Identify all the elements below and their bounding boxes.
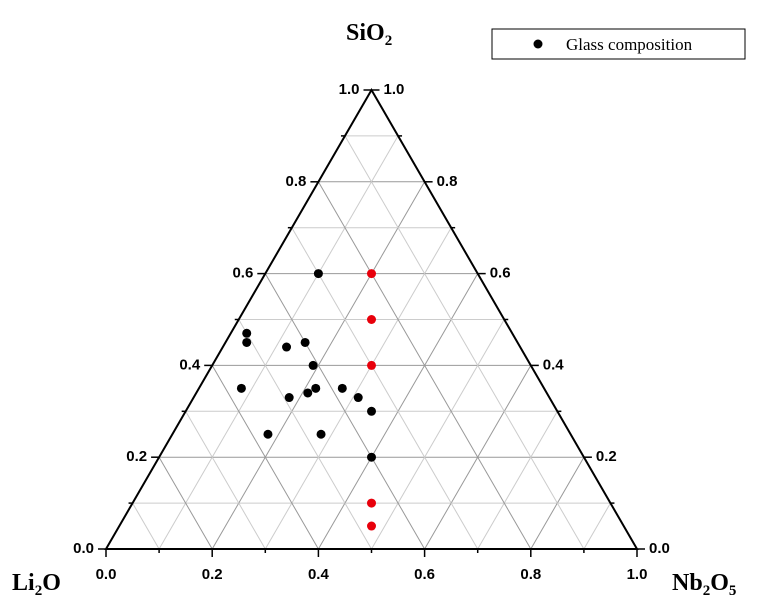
data-point <box>282 342 292 352</box>
grid-line <box>185 411 266 550</box>
tick-labels: 0.00.0 0.00.20.2 0.20.40.4 0.40.60.6 0.60.80… <box>73 81 670 583</box>
data-point <box>303 388 313 398</box>
tick-label-left: 0.0 <box>73 540 94 557</box>
vertex-label-right: Nb2O5 <box>672 570 736 599</box>
tick-label-bottom: 0.0 <box>96 566 117 583</box>
data-point <box>263 429 273 439</box>
grid-line <box>158 456 213 550</box>
tick-label-left: 0.6 <box>232 265 253 282</box>
grid-line <box>264 273 426 550</box>
data-point <box>367 315 376 324</box>
grid-line <box>317 181 532 550</box>
tick-label-left: 0.2 <box>126 448 147 465</box>
data-point <box>242 328 252 338</box>
data-point <box>236 383 246 393</box>
tick-label-bottom: 0.8 <box>520 566 541 583</box>
tick-label-bottom: 0.4 <box>308 566 330 583</box>
grid-line <box>344 135 585 550</box>
vertex-label-left: Li2O <box>12 570 61 599</box>
tick-label-bottom: 1.0 <box>627 566 648 583</box>
data-point <box>367 406 376 416</box>
tick-label-right: 0.0 <box>649 540 670 557</box>
tick-label-bottom: 0.6 <box>414 566 435 583</box>
grid-line <box>158 135 399 550</box>
legend-marker <box>533 39 543 49</box>
data-point <box>311 383 321 393</box>
data-point <box>353 393 363 403</box>
tick-marks <box>98 89 645 557</box>
tick-label-right: 1.0 <box>384 81 405 98</box>
legend-label: Glass composition <box>566 35 693 54</box>
legend: Glass composition <box>491 28 746 60</box>
tick-label-right: 0.2 <box>596 448 617 465</box>
data-point <box>284 393 294 403</box>
tick-label-left: 0.4 <box>179 356 201 373</box>
tick-label-bottom: 0.2 <box>202 566 223 583</box>
data-point <box>367 521 376 531</box>
data-point <box>367 360 376 370</box>
data-point <box>367 269 376 279</box>
data-point <box>337 383 347 393</box>
grid-line <box>264 227 452 550</box>
tick-label-right: 0.6 <box>490 265 511 282</box>
data-point <box>242 337 252 347</box>
tick-label-right: 0.4 <box>543 356 565 373</box>
data-point <box>367 452 376 462</box>
grid-line <box>291 227 479 550</box>
grid-line <box>583 502 611 550</box>
data-point <box>367 498 376 508</box>
data-point <box>300 337 310 347</box>
grid-line <box>371 319 505 550</box>
data-point <box>313 269 323 279</box>
grid-line <box>132 502 160 550</box>
grid-line <box>238 319 372 550</box>
tick-label-right: 0.8 <box>437 173 458 190</box>
grid-line <box>477 411 558 550</box>
data-points <box>236 269 376 531</box>
grid-lines <box>132 135 611 550</box>
vertex-label-top: SiO2 <box>346 20 392 49</box>
data-point <box>316 429 326 439</box>
data-point <box>308 360 318 370</box>
grid-line <box>211 365 319 550</box>
tick-label-left: 0.8 <box>286 173 307 190</box>
tick-label-left: 1.0 <box>339 81 360 98</box>
